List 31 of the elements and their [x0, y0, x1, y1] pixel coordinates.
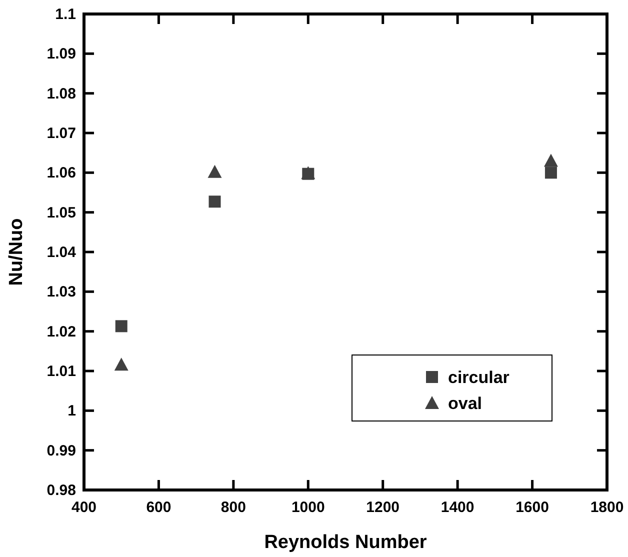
y-tick-label: 1.09: [46, 46, 76, 63]
x-axis-title: Reynolds Number: [264, 532, 428, 553]
y-axis-title: Nu/Nuo: [6, 218, 27, 286]
point: [544, 154, 558, 167]
point: [208, 196, 221, 208]
x-tick-label: 1200: [366, 499, 400, 516]
x-tick-label: 1000: [291, 499, 325, 516]
y-tick-label: 1.04: [46, 244, 77, 261]
x-tick-label: 600: [146, 499, 172, 516]
point: [544, 166, 557, 179]
point: [115, 320, 128, 332]
y-tick-label: 1.1: [55, 6, 76, 23]
y-tick-label: 1.05: [46, 204, 76, 222]
x-tick-label: 1800: [590, 499, 624, 516]
x-tick-label: 1600: [516, 499, 549, 516]
y-tick-label: 1: [68, 402, 76, 420]
x-tick-label: 800: [220, 499, 246, 516]
y-tick-label: 0.99: [46, 442, 76, 460]
legend-label: circular: [448, 368, 510, 387]
y-tick-label: 1.06: [46, 164, 76, 182]
x-tick-label: 400: [71, 499, 97, 516]
y-tick-label: 1.08: [46, 85, 76, 102]
x-tick-label: 1400: [440, 499, 474, 516]
y-tick-label: 1.02: [46, 323, 76, 340]
point: [208, 164, 222, 178]
legend-label: oval: [448, 394, 482, 413]
y-tick-label: 1.01: [46, 363, 76, 380]
point: [114, 358, 128, 371]
y-tick-label: 1.07: [46, 125, 76, 142]
y-tick-label: 1.03: [46, 284, 76, 301]
y-tick-label: 0.98: [46, 482, 76, 499]
